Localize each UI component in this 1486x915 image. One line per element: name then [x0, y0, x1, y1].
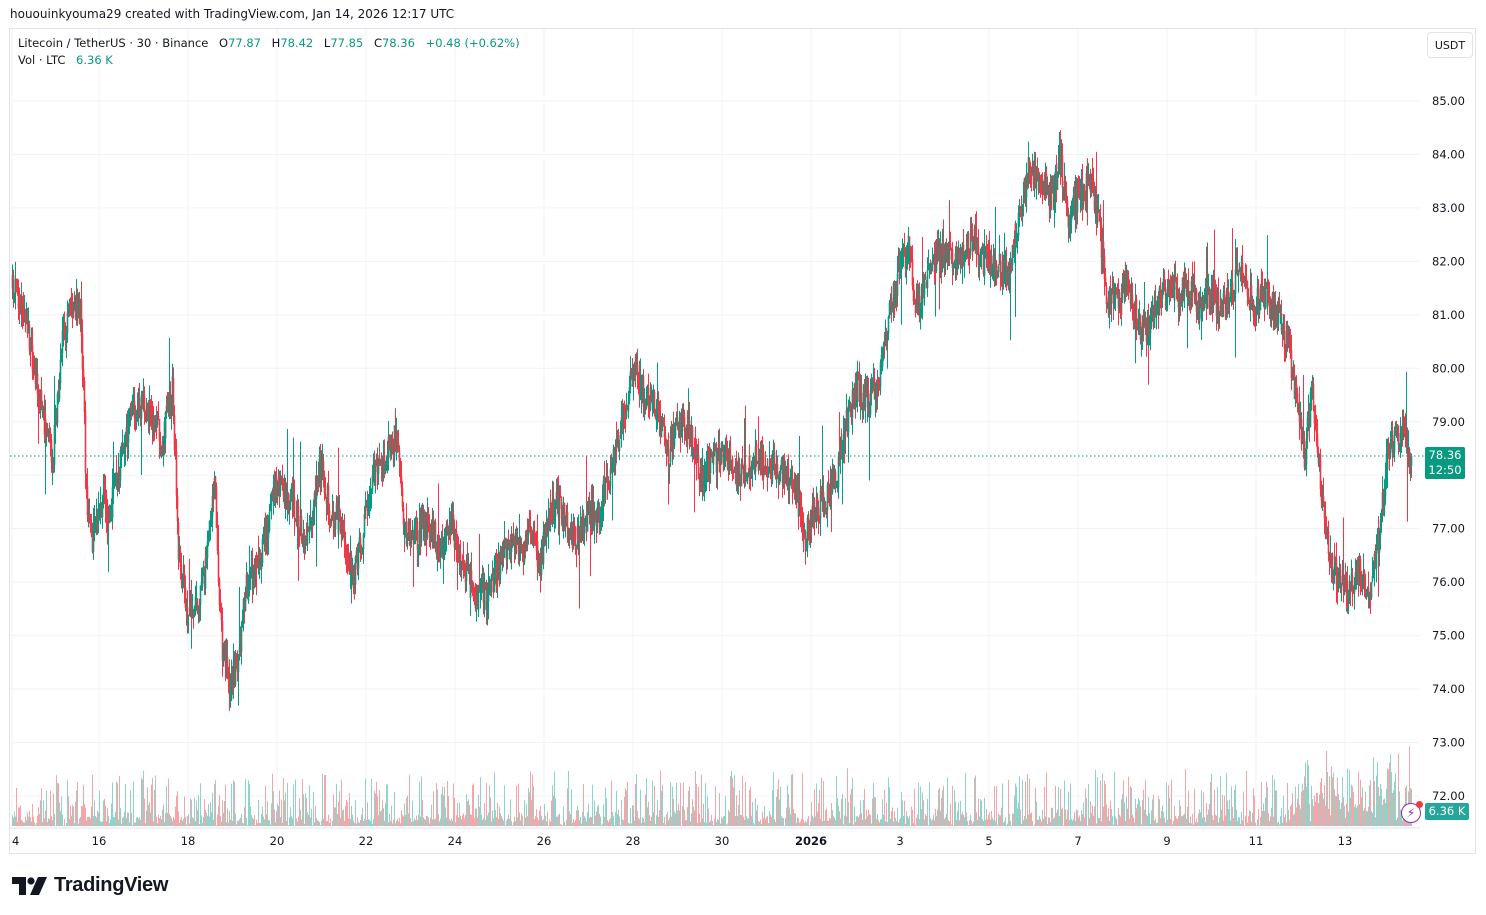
last-price-value: 78.36	[1428, 448, 1462, 462]
change-value: +0.48 (+0.62%)	[425, 36, 520, 50]
low-value: 77.85	[330, 36, 364, 50]
currency-unit-button[interactable]: USDT	[1427, 32, 1473, 58]
price-axis-label: 83.00	[1432, 201, 1465, 215]
time-axis-label: 28	[626, 834, 641, 848]
volume-value: 6.36 K	[76, 53, 113, 67]
time-axis-label: 5	[985, 834, 992, 848]
open-label: O	[219, 36, 229, 50]
open-value: 77.87	[228, 36, 262, 50]
time-axis-label: 13	[1338, 834, 1353, 848]
low-label: L	[323, 36, 331, 50]
chart-credit: hououinkyouma29 created with TradingView…	[10, 7, 455, 21]
price-axis-label: 72.00	[1432, 789, 1465, 803]
price-axis-label: 81.00	[1432, 308, 1465, 322]
price-axis-label: 75.00	[1432, 629, 1465, 643]
time-axis-label: 2026	[795, 834, 827, 848]
high-label: H	[271, 36, 281, 50]
price-axis-label: 77.00	[1432, 522, 1465, 536]
tradingview-logo[interactable]: TradingView	[12, 874, 168, 897]
symbol-label[interactable]: Litecoin / TetherUS · 30 · Binance	[18, 36, 209, 50]
time-axis-label: 30	[715, 834, 730, 848]
last-volume-tag: 6.36 K	[1425, 803, 1469, 820]
price-axis-label: 73.00	[1432, 736, 1465, 750]
close-label: C	[373, 36, 382, 50]
time-axis-label: 3	[896, 834, 903, 848]
time-axis-label: 11	[1249, 834, 1264, 848]
time-axis-label: 24	[448, 834, 463, 848]
last-price-tag: 78.36 12:50	[1425, 447, 1465, 479]
tradingview-logo-text: TradingView	[54, 874, 169, 896]
time-axis-label: 18	[181, 834, 196, 848]
time-axis-label: 7	[1074, 834, 1081, 848]
ohlc-row: Litecoin / TetherUS · 30 · Binance O77.8…	[18, 35, 520, 52]
price-axis-label: 85.00	[1432, 94, 1465, 108]
volume-row: Vol · LTC 6.36 K	[18, 52, 520, 69]
time-axis-label: 16	[92, 834, 107, 848]
price-axis-label: 80.00	[1432, 361, 1465, 375]
price-axis-label: 79.00	[1432, 415, 1465, 429]
price-axis-label: 84.00	[1432, 147, 1465, 161]
close-value: 78.36	[381, 36, 415, 50]
time-axis-label: 26	[537, 834, 552, 848]
bar-countdown: 12:50	[1428, 463, 1462, 477]
tradingview-logo-icon	[12, 876, 47, 895]
notification-dot	[1416, 801, 1423, 808]
time-axis-label: 20	[270, 834, 285, 848]
volume-label[interactable]: Vol · LTC	[18, 53, 66, 67]
chart-frame	[9, 28, 1476, 854]
price-axis-label: 76.00	[1432, 575, 1465, 589]
high-value: 78.42	[280, 36, 314, 50]
time-axis-label: 9	[1163, 834, 1170, 848]
price-axis-label: 82.00	[1432, 254, 1465, 268]
chart-legend: Litecoin / TetherUS · 30 · Binance O77.8…	[18, 35, 520, 69]
time-axis-label: 22	[359, 834, 374, 848]
price-axis-label: 74.00	[1432, 682, 1465, 696]
alert-lightning-icon[interactable]: ⚡	[1401, 801, 1423, 823]
time-axis-label: 4	[12, 834, 19, 848]
